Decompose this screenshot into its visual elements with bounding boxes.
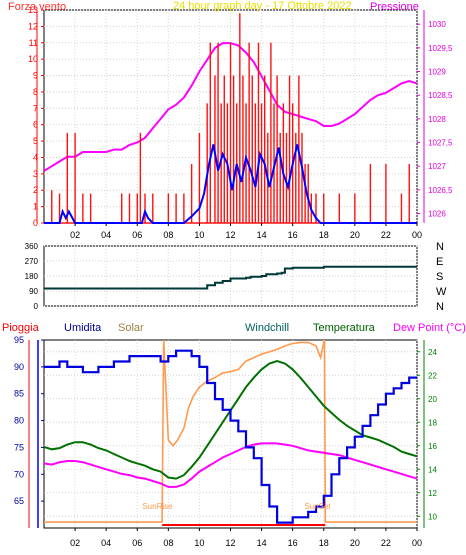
legend-dewpoint: Dew Point (°C) — [393, 322, 466, 334]
x-tick-label: 20 — [350, 230, 360, 240]
y-tick-label-right: 20 — [428, 395, 437, 404]
y-tick-label-right: 14 — [428, 465, 437, 474]
y-tick-label-left: 80 — [14, 416, 24, 426]
y-tick-label-left: 10 — [28, 54, 38, 64]
x-tick-label: 10 — [194, 538, 204, 548]
x-tick-label: 14 — [257, 230, 267, 240]
compass-label: S — [436, 271, 443, 283]
y-tick-label-left: 85 — [14, 389, 24, 399]
y-tick-label-right: 1026 — [428, 210, 446, 219]
x-tick-label: 22 — [381, 230, 391, 240]
y-tick-label-left: 5 — [33, 136, 38, 146]
y-tick-label-left: 11 — [29, 38, 38, 48]
y-tick-label-right: 10 — [428, 512, 437, 521]
series-dewpoint — [43, 442, 418, 488]
y-tick-label-left: 3 — [33, 169, 38, 179]
y-tick-label-right: 1028,5 — [428, 91, 453, 100]
x-tick-label: 02 — [70, 538, 80, 548]
legend-solar: Solar — [118, 322, 144, 334]
compass-label: W — [436, 286, 447, 298]
y-tick-label-left: 6 — [33, 120, 38, 130]
compass-label: N — [436, 301, 444, 313]
x-tick-label: 08 — [163, 230, 173, 240]
x-tick-label: 00 — [412, 230, 422, 240]
legend-umidita: Umidita — [64, 322, 102, 334]
y-tick-label-left: 360 — [25, 242, 39, 251]
y-tick-label-left: 2 — [33, 185, 38, 195]
x-tick-label: 12 — [225, 230, 235, 240]
y-tick-label-left: 90 — [14, 362, 24, 372]
y-tick-label-left: 90 — [29, 287, 38, 296]
y-tick-label-right: 24 — [428, 348, 437, 357]
series-solar — [44, 339, 417, 523]
y-tick-label-left: 7 — [33, 103, 38, 113]
y-tick-label-left: 95 — [14, 335, 24, 345]
x-tick-label: 18 — [319, 538, 329, 548]
x-tick-label: 20 — [350, 538, 360, 548]
y-tick-label-left: 75 — [14, 442, 24, 452]
sunrise-label: SunRise — [142, 502, 173, 511]
y-tick-label-left: 70 — [14, 469, 24, 479]
x-tick-label: 06 — [132, 538, 142, 548]
y-tick-label-right: 18 — [428, 418, 437, 427]
y-tick-label-left: 9 — [33, 71, 38, 81]
y-tick-label-left: 65 — [14, 496, 24, 506]
y-tick-label-right: 1029 — [428, 68, 446, 77]
series-wind-average — [44, 144, 417, 224]
x-tick-label: 04 — [101, 230, 111, 240]
header-left: Forza vento — [8, 1, 66, 13]
y-tick-label-left: 8 — [33, 87, 38, 97]
x-tick-label: 08 — [163, 538, 173, 548]
x-tick-label: 16 — [288, 538, 298, 548]
x-tick-label: 18 — [319, 230, 329, 240]
y-tick-label-right: 1027,5 — [428, 139, 453, 148]
y-tick-label-right: 1027 — [428, 162, 446, 171]
y-tick-label-left: 0 — [33, 218, 38, 228]
y-tick-label-right: 12 — [428, 489, 437, 498]
compass-label: N — [436, 241, 444, 253]
y-tick-label-left: 1 — [33, 202, 38, 212]
sunset-label: SunSet — [304, 502, 331, 511]
y-tick-label-left: 270 — [25, 257, 39, 266]
header-right: Pressione — [370, 1, 419, 13]
y-tick-label-right: 1026,5 — [428, 186, 453, 195]
x-tick-label: 06 — [132, 230, 142, 240]
compass-label: E — [436, 256, 443, 268]
y-tick-label-left: 0 — [34, 302, 39, 311]
legend-windchill: Windchill — [245, 322, 289, 334]
y-tick-label-right: 22 — [428, 371, 437, 380]
y-tick-label-right: 1029,5 — [428, 44, 453, 53]
x-tick-label: 02 — [70, 230, 80, 240]
y-tick-label-left: 4 — [33, 152, 38, 162]
legend-pioggia: Pioggia — [2, 322, 40, 334]
x-tick-label: 10 — [194, 230, 204, 240]
x-tick-label: 12 — [225, 538, 235, 548]
x-tick-label: 00 — [412, 538, 422, 548]
x-tick-label: 04 — [101, 538, 111, 548]
series-wind-direction — [44, 265, 417, 290]
y-tick-label-left: 12 — [28, 21, 38, 31]
y-tick-label-left: 180 — [25, 272, 39, 281]
series-humidity — [44, 349, 417, 524]
y-tick-label-right: 16 — [428, 442, 437, 451]
y-tick-label-right: 1028 — [428, 115, 446, 124]
x-tick-label: 22 — [381, 538, 391, 548]
y-tick-label-right: 1030 — [428, 20, 446, 29]
x-tick-label: 16 — [288, 230, 298, 240]
y-tick-label-left: 13 — [28, 5, 38, 15]
x-tick-label: 14 — [257, 538, 267, 548]
header-center: 24 hour graph day - 17 Ottobre 2022 — [173, 0, 352, 12]
legend-temperatura: Temperatura — [313, 322, 376, 334]
